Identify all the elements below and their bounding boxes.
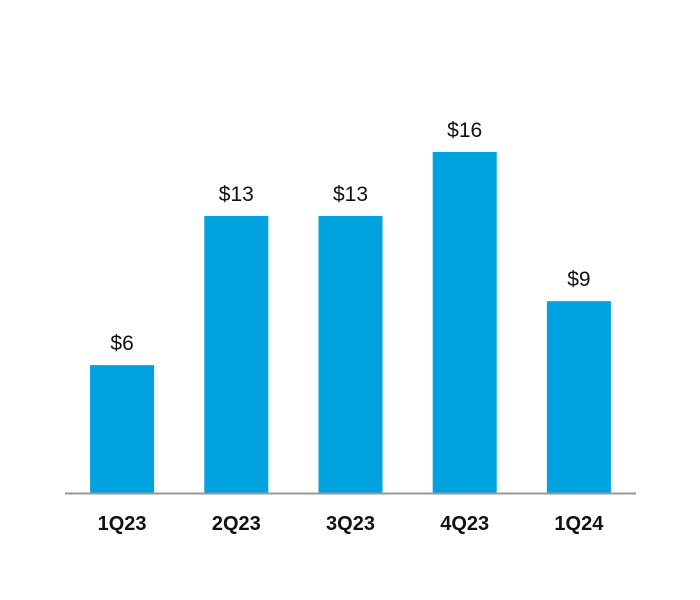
bars-group <box>90 152 611 493</box>
bar-2q23 <box>204 215 269 493</box>
data-label-1q23: $6 <box>110 332 133 355</box>
data-label-1q24: $9 <box>567 268 590 291</box>
data-label-3q23: $13 <box>333 183 368 206</box>
bar-1q24 <box>546 301 611 493</box>
data-label-4q23: $16 <box>447 119 482 142</box>
x-tick-label-2q23: 2Q23 <box>212 513 261 535</box>
x-tick-label-3q23: 3Q23 <box>326 513 375 535</box>
x-tick-labels-group: 1Q23 2Q23 3Q23 4Q23 1Q24 <box>98 513 605 535</box>
x-tick-label-1q23: 1Q23 <box>98 513 147 535</box>
x-tick-label-1q24: 1Q24 <box>554 513 604 535</box>
bar-4q23 <box>432 152 497 493</box>
x-tick-label-4q23: 4Q23 <box>440 513 489 535</box>
bar-1q23 <box>90 365 155 493</box>
data-labels-group: $6 $13 $13 $16 $9 <box>110 119 590 355</box>
bar-3q23 <box>318 215 383 493</box>
data-label-2q23: $13 <box>219 183 254 206</box>
